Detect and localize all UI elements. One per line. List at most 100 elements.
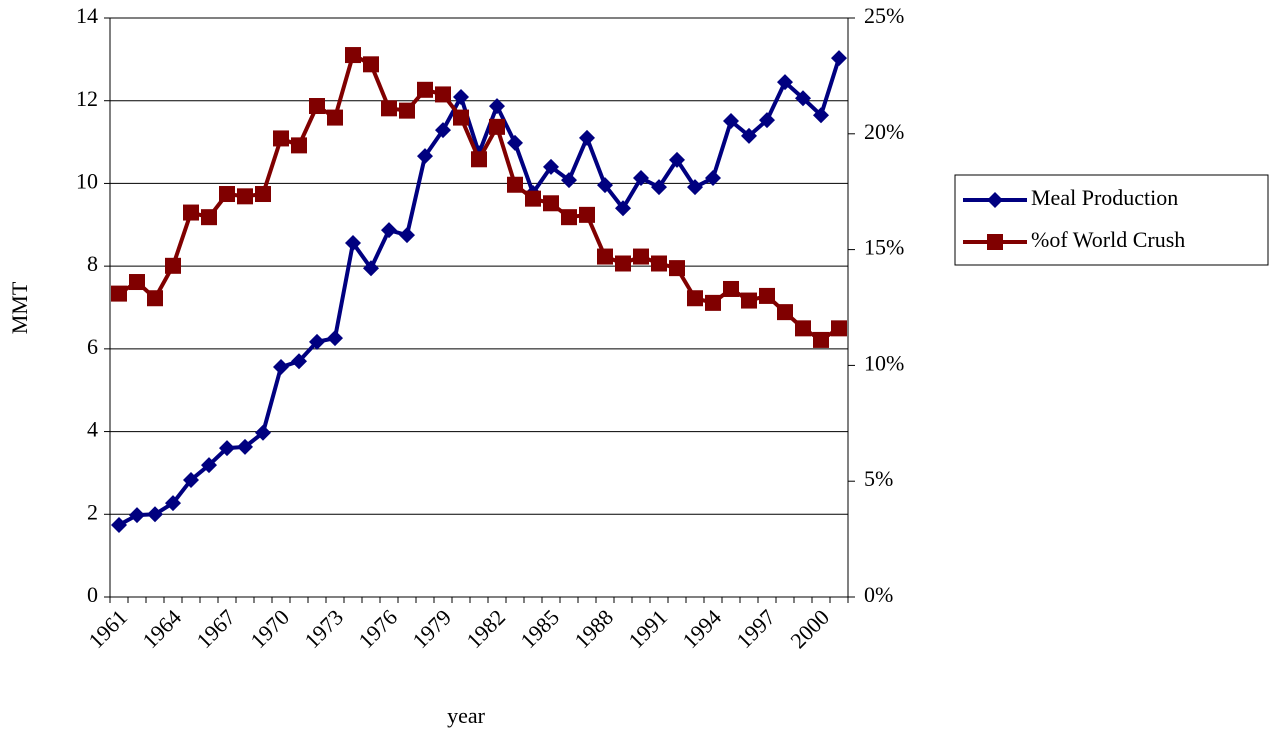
marker [669,260,685,277]
x-axis-label: year [447,703,486,728]
marker [669,151,685,168]
marker [129,507,145,524]
marker [813,331,829,348]
marker [237,188,253,205]
marker [381,222,397,239]
marker [399,102,415,119]
marker [147,506,163,523]
y-tick-label: 14 [76,3,98,28]
y2-tick-label: 5% [864,466,893,491]
marker [129,274,145,291]
marker [345,47,361,64]
marker [597,248,613,265]
marker [201,209,217,226]
marker [987,234,1003,250]
marker [687,179,703,196]
marker [705,294,721,311]
marker [687,290,703,307]
marker [435,122,451,139]
marker [453,88,469,105]
y-tick-label: 0 [87,582,98,607]
marker [291,137,307,154]
marker [201,457,217,474]
marker [561,209,577,226]
marker [759,112,775,129]
marker [147,290,163,307]
legend-label: Meal Production [1031,185,1178,210]
marker [777,304,793,321]
marker [165,257,181,274]
marker [435,86,451,103]
marker [813,107,829,124]
y-tick-label: 12 [76,86,98,111]
marker [597,177,613,194]
marker [363,260,379,277]
marker [795,320,811,337]
marker [399,227,415,244]
y-tick-label: 4 [87,417,98,442]
marker [111,517,127,534]
marker [273,359,289,376]
marker [633,248,649,265]
marker [543,158,559,175]
marker [309,333,325,350]
marker [453,109,469,126]
y2-tick-label: 10% [864,350,904,375]
marker [633,170,649,187]
marker [237,438,253,455]
marker [255,424,271,441]
marker [273,130,289,147]
marker [741,127,757,144]
marker [471,151,487,168]
marker [579,129,595,146]
y2-tick-label: 0% [864,582,893,607]
marker [795,90,811,107]
marker [219,440,235,457]
marker [561,172,577,189]
marker [507,134,523,151]
marker [309,98,325,115]
marker [381,100,397,117]
marker [417,81,433,98]
marker [327,109,343,126]
marker [615,200,631,217]
marker [525,190,541,207]
marker [543,195,559,212]
y2-tick-label: 15% [864,235,904,260]
marker [165,495,181,512]
marker [615,255,631,272]
marker [723,112,739,129]
marker [987,192,1003,208]
marker [705,170,721,187]
marker [291,353,307,370]
y-tick-label: 8 [87,251,98,276]
y2-tick-label: 20% [864,119,904,144]
marker [255,186,271,203]
y-tick-label: 6 [87,334,98,359]
marker [183,204,199,221]
y-tick-label: 2 [87,499,98,524]
legend-box [954,174,1269,266]
marker [651,255,667,272]
marker [723,280,739,297]
marker [489,98,505,115]
marker [327,330,343,347]
marker [183,471,199,488]
marker [489,118,505,135]
y2-tick-label: 25% [864,3,904,28]
marker [111,285,127,302]
marker [363,56,379,73]
marker [831,50,847,67]
marker [651,179,667,196]
y-tick-label: 10 [76,168,98,193]
marker [507,176,523,193]
marker [831,320,847,337]
marker [417,148,433,165]
marker [345,234,361,251]
marker [219,186,235,203]
legend-label: %of World Crush [1031,227,1185,252]
marker [579,206,595,223]
y-axis-label: MMT [7,281,32,334]
